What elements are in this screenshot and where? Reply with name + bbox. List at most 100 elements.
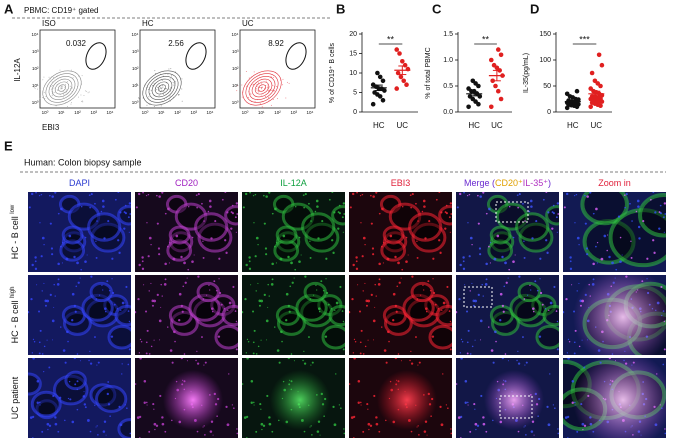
- speckle: [231, 212, 234, 215]
- speckle: [349, 383, 351, 385]
- speckle: [327, 303, 330, 306]
- speckle: [267, 306, 269, 308]
- speckle: [492, 361, 495, 364]
- speckle: [202, 256, 205, 259]
- speckle: [180, 358, 184, 360]
- speckle: [95, 426, 97, 428]
- speckle: [80, 205, 83, 208]
- micro-image: [349, 358, 452, 438]
- speckle: [636, 199, 640, 203]
- event-dot: [161, 89, 163, 91]
- speckle: [62, 349, 66, 352]
- speckle: [464, 284, 466, 286]
- crypt: [107, 324, 131, 350]
- event-dot: [170, 75, 172, 77]
- flow-header: PBMC: CD19⁺ gated: [24, 6, 98, 15]
- micro-image: [349, 192, 452, 272]
- speckle: [225, 405, 228, 408]
- crypt: [487, 239, 514, 262]
- event-dot: [268, 97, 270, 99]
- speckle: [33, 340, 36, 343]
- speckle: [534, 280, 537, 283]
- speckle: [123, 211, 126, 214]
- speckle: [468, 255, 471, 258]
- speckle: [409, 359, 411, 362]
- speckle: [197, 275, 200, 278]
- speckle: [438, 239, 441, 242]
- speckle: [394, 358, 398, 360]
- speckle: [193, 254, 195, 256]
- event-dot: [236, 85, 238, 87]
- speckle: [552, 212, 555, 215]
- contour: [251, 78, 273, 98]
- flow-y-tick: 10⁰: [32, 100, 39, 105]
- speckle: [517, 206, 519, 209]
- data-dot: [398, 74, 404, 80]
- event-dot: [66, 105, 68, 107]
- event-dot: [170, 87, 172, 89]
- speckle: [524, 364, 526, 366]
- event-dot: [170, 90, 172, 92]
- speckle: [448, 216, 451, 219]
- flow-x-tick: 10⁰: [142, 110, 149, 115]
- event-dot: [158, 107, 160, 109]
- speckle: [508, 205, 511, 208]
- contour: [48, 76, 76, 100]
- speckle: [464, 380, 468, 383]
- speckle: [290, 353, 293, 355]
- speckle: [552, 204, 555, 207]
- speckle: [255, 290, 257, 292]
- event-dot: [78, 75, 80, 77]
- speckle: [469, 430, 472, 433]
- speckle: [499, 319, 502, 322]
- speckle: [293, 277, 295, 279]
- flow-frame: [39, 29, 116, 109]
- speckle: [460, 338, 463, 341]
- speckle: [145, 310, 148, 313]
- crypt: [61, 304, 86, 326]
- speckle: [479, 195, 482, 198]
- speckle: [96, 364, 98, 366]
- flow-x-tick: 10⁴: [107, 110, 114, 115]
- speckle: [128, 348, 131, 351]
- speckle: [341, 216, 344, 219]
- speckle: [638, 237, 641, 240]
- speckle: [381, 245, 383, 248]
- x-tick-label: HC: [373, 121, 385, 130]
- speckle: [525, 434, 527, 436]
- speckle: [204, 434, 206, 436]
- speckle: [362, 430, 365, 433]
- micro-image: [563, 275, 666, 355]
- speckle: [445, 404, 447, 406]
- speckle: [148, 430, 151, 433]
- crypt: [166, 239, 193, 262]
- flow-y-tick: 10³: [132, 49, 139, 54]
- speckle: [191, 236, 194, 239]
- speckle: [531, 237, 534, 240]
- speckle: [353, 415, 356, 419]
- speckle: [471, 282, 473, 285]
- speckle: [586, 253, 589, 256]
- speckle: [332, 251, 335, 254]
- speckle: [592, 212, 595, 215]
- speckle: [457, 416, 461, 419]
- event-dot: [82, 101, 84, 103]
- speckle: [357, 380, 361, 383]
- flow-x-tick: 10⁰: [42, 110, 49, 115]
- crypt: [489, 225, 512, 245]
- speckle: [174, 340, 176, 343]
- event-dot: [147, 88, 149, 90]
- speckle: [359, 195, 362, 197]
- speckle: [343, 213, 345, 215]
- speckle: [553, 285, 556, 288]
- speckle: [126, 407, 128, 410]
- crypt: [515, 212, 550, 242]
- speckle: [246, 437, 248, 438]
- speckle: [275, 242, 278, 244]
- speckle: [148, 236, 152, 240]
- speckle: [523, 298, 526, 300]
- speckle: [335, 373, 337, 375]
- speckle: [107, 220, 110, 223]
- speckle: [350, 416, 354, 419]
- panel-label: C: [432, 1, 442, 16]
